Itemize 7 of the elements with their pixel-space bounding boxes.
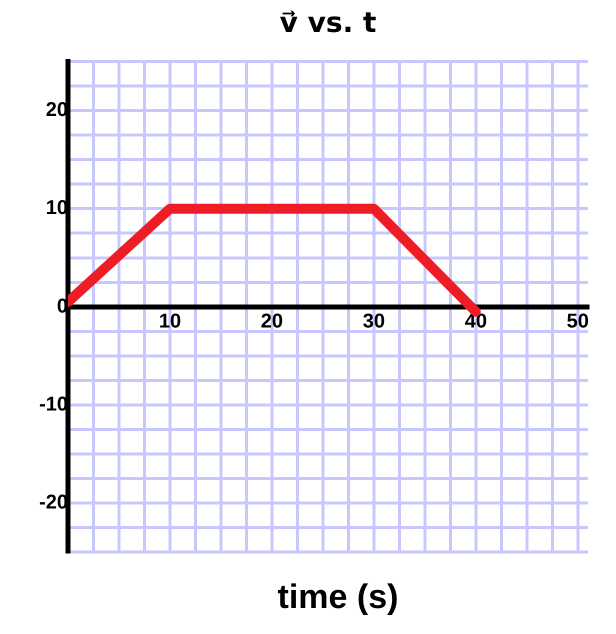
x-axis-title: time (s) (276, 578, 400, 617)
x-tick-label: 50 (566, 310, 589, 332)
x-tick-label: 10 (158, 310, 182, 332)
x-tick-label: 40 (464, 310, 487, 332)
chart-title: v⃗ vs. t (280, 6, 376, 40)
x-tick-label: 30 (362, 310, 386, 332)
x-tick-label: 20 (260, 310, 284, 332)
